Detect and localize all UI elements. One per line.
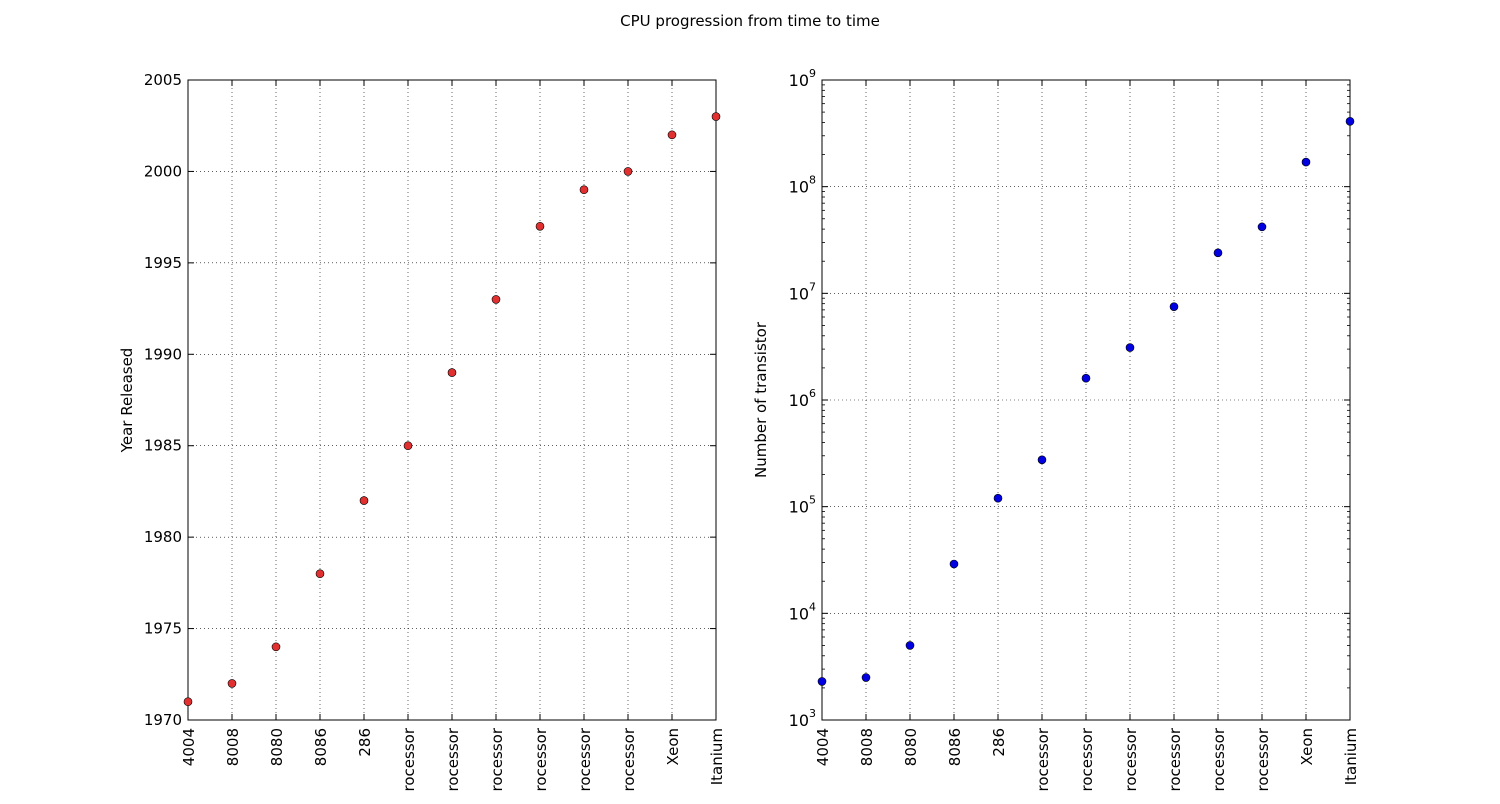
data-point: [579, 185, 589, 195]
x-tick-label: rocessor: [400, 727, 418, 791]
x-tick-label: rocessor: [488, 727, 506, 791]
data-point: [861, 673, 871, 682]
data-point: [491, 295, 501, 304]
y-tick-label: 107: [789, 280, 816, 303]
x-tick-label: 8080: [902, 728, 920, 766]
data-point: [1345, 117, 1355, 126]
x-tick-label: rocessor: [1254, 727, 1272, 791]
x-tick-label: 286: [990, 728, 1008, 757]
data-point: [817, 677, 827, 686]
data-point: [535, 221, 545, 231]
x-tick-label: rocessor: [620, 727, 638, 791]
x-tick-label: rocessor: [532, 727, 550, 791]
y-tick-label: 1975: [144, 620, 182, 638]
x-tick-label: rocessor: [1210, 727, 1228, 791]
data-point: [403, 441, 413, 451]
x-tick-label: rocessor: [1122, 727, 1140, 791]
x-tick-label: 4004: [180, 728, 198, 766]
data-point: [667, 130, 677, 140]
y-tick-label: 106: [789, 387, 816, 410]
data-point: [359, 496, 369, 505]
x-tick-label: Xeon: [1298, 728, 1316, 766]
data-point: [447, 368, 457, 377]
x-tick-label: 8008: [858, 728, 876, 766]
data-point: [1169, 302, 1179, 311]
y-tick-label: 108: [789, 174, 816, 197]
x-tick-label: 286: [356, 728, 374, 757]
x-tick-label: 4004: [814, 728, 832, 766]
y-tick-label: 104: [789, 600, 816, 623]
y-tick-label: 1995: [144, 254, 182, 272]
data-point: [623, 167, 633, 176]
x-tick-label: 8080: [268, 728, 286, 766]
x-tick-label: Xeon: [664, 728, 682, 766]
y-axis-label: Year Released: [118, 348, 136, 454]
y-tick-label: 2000: [144, 162, 182, 180]
data-point: [711, 112, 721, 121]
data-point: [949, 559, 959, 569]
data-point: [271, 642, 281, 652]
data-point: [1125, 343, 1135, 352]
x-tick-label: Itanium: [708, 728, 726, 785]
data-point: [905, 641, 915, 650]
x-tick-label: rocessor: [444, 727, 462, 791]
y-tick-label: 1980: [144, 528, 182, 546]
y-tick-label: 109: [789, 67, 816, 90]
x-tick-label: rocessor: [576, 727, 594, 791]
x-tick-label: rocessor: [1034, 727, 1052, 791]
chart-panel-2: 103 104 105 106 107 108 109 4004 8008 8080 8086 286…: [752, 67, 1360, 791]
x-tick-label: Itanium: [1342, 728, 1360, 785]
y-tick-label: 1985: [144, 437, 182, 455]
figure-title: CPU progression from time to time: [620, 12, 880, 30]
y-tick-label: 1990: [144, 345, 182, 363]
x-tick-label: 8086: [312, 728, 330, 766]
y-tick-label: 2005: [144, 71, 182, 89]
data-point: [1037, 455, 1047, 465]
data-point: [1213, 248, 1223, 258]
x-tick-label: rocessor: [1166, 727, 1184, 791]
y-axis-label: Number of transistor: [752, 321, 770, 478]
data-point: [993, 493, 1003, 503]
data-point: [227, 679, 237, 688]
chart-panel-1: 1970 1975 1980 1985 1990 1995 2000 2005 4004 8008…: [118, 71, 726, 791]
y-tick-label: 1970: [144, 711, 182, 729]
x-tick-label: 8086: [946, 728, 964, 766]
x-tick-label: rocessor: [1078, 727, 1096, 791]
data-point: [1301, 157, 1311, 167]
data-point: [1081, 373, 1091, 383]
data-point: [1257, 222, 1267, 232]
data-point: [315, 569, 325, 579]
y-tick-label: 105: [789, 494, 816, 517]
y-tick-label: 103: [789, 707, 816, 730]
x-tick-label: 8008: [224, 728, 242, 766]
data-point: [183, 697, 193, 707]
